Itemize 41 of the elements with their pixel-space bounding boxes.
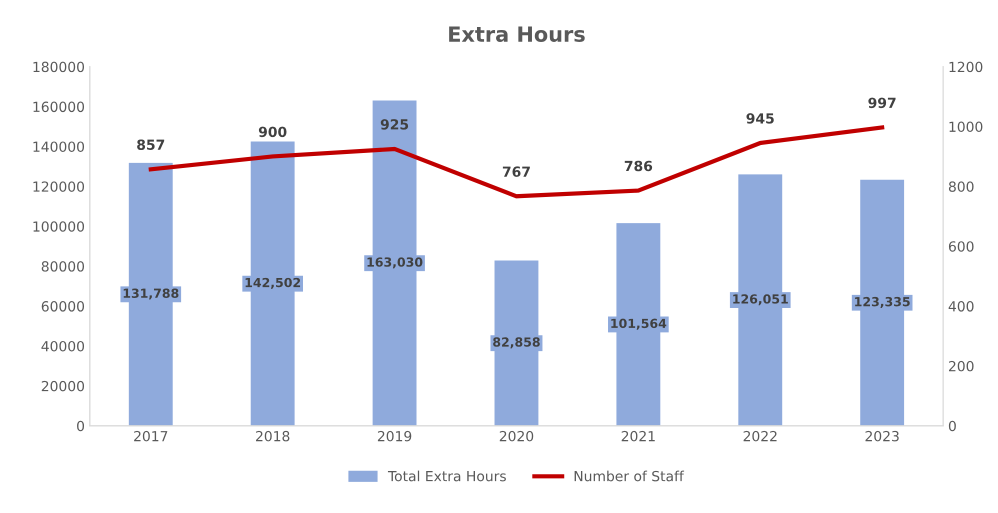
- data-label: 925: [380, 119, 408, 130]
- x-tick-label: 2023: [866, 430, 899, 442]
- y-tick-label: 60000: [42, 301, 84, 312]
- data-label: 767: [502, 166, 530, 177]
- x-tick-label: 2018: [256, 430, 290, 442]
- data-label: 163,030: [368, 257, 422, 268]
- legend-label: Total Extra Hours: [388, 470, 506, 482]
- y2-tick-label: 1000: [949, 122, 982, 132]
- y-tick-label: 40000: [41, 340, 84, 352]
- data-label: 945: [746, 113, 774, 124]
- chart-title: Extra Hours: [449, 26, 585, 42]
- y-tick-label: 140000: [33, 141, 84, 152]
- x-tick-label: 2022: [744, 430, 777, 442]
- data-label: 126,051: [733, 294, 788, 306]
- y2-tick-label: 1200: [949, 62, 982, 72]
- data-label: 82,858: [493, 337, 540, 348]
- data-label: 786: [624, 160, 652, 172]
- x-tick-label: 2021: [622, 430, 655, 442]
- y-tick-label: 120000: [33, 181, 84, 192]
- data-label: 857: [137, 139, 164, 150]
- y-tick-label: 20000: [42, 380, 84, 392]
- y-tick-label: 0: [77, 420, 84, 432]
- y2-tick-label: 400: [948, 301, 974, 312]
- y2-tick-label: 600: [948, 241, 974, 252]
- x-tick-label: 2017: [134, 430, 168, 442]
- data-label: 142,502: [246, 278, 300, 289]
- legend-label: Number of Staff: [574, 470, 684, 482]
- data-label: 123,335: [855, 296, 910, 308]
- x-tick-label: 2019: [378, 430, 412, 442]
- data-label: 900: [258, 126, 286, 138]
- y-tick-label: 100000: [33, 221, 84, 232]
- data-label: 101,564: [611, 318, 666, 330]
- y-tick-label: 80000: [42, 261, 84, 272]
- y2-tick-label: 200: [948, 360, 974, 372]
- y-tick-label: 160000: [33, 102, 84, 112]
- y2-tick-label: 0: [948, 420, 956, 432]
- y-tick-label: 180000: [33, 62, 84, 72]
- data-label: 131,788: [124, 288, 178, 300]
- x-tick-label: 2020: [500, 430, 534, 442]
- y2-tick-label: 800: [948, 181, 974, 192]
- data-label: 997: [868, 98, 896, 108]
